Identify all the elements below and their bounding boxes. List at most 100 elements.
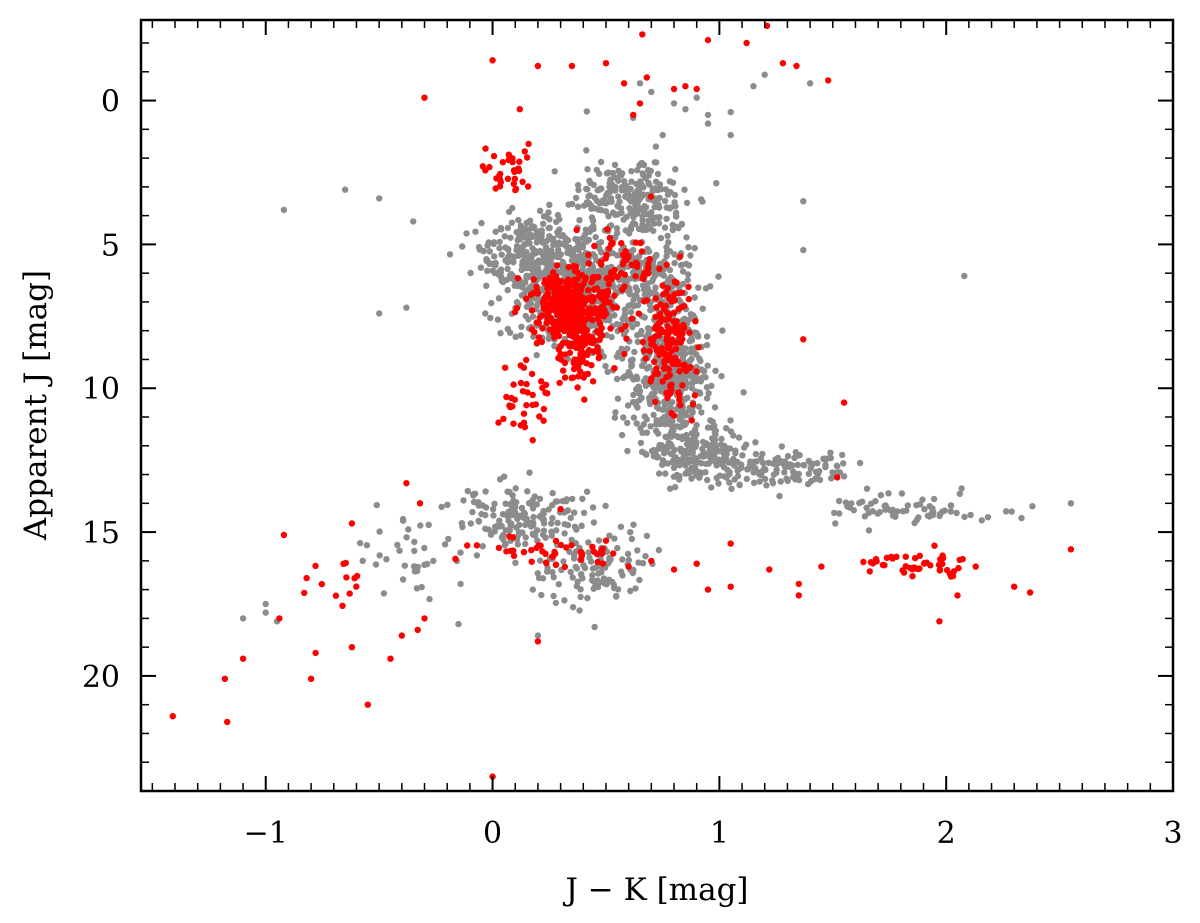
red-point [630, 111, 637, 119]
red-point [528, 558, 535, 565]
gray-point [604, 368, 611, 375]
red-point [512, 186, 519, 194]
red-point [599, 560, 607, 567]
red-point [927, 562, 934, 569]
gray-point [629, 356, 636, 363]
gray-point [892, 513, 899, 520]
gray-point [584, 594, 591, 602]
gray-point [928, 511, 935, 518]
gray-point [712, 367, 719, 374]
gray-point [671, 199, 678, 206]
gray-point [655, 546, 663, 554]
red-point [972, 563, 979, 570]
red-point [574, 384, 581, 391]
gray-point [680, 352, 687, 359]
gray-point [538, 227, 545, 234]
gray-point [633, 292, 640, 300]
gray-point [341, 186, 349, 193]
gray-point [661, 417, 669, 424]
gray-point [630, 219, 637, 227]
gray-point [618, 345, 625, 352]
gray-point [569, 574, 576, 581]
gray-point [568, 246, 576, 254]
gray-point [686, 357, 694, 364]
gray-point [731, 462, 738, 469]
gray-point [585, 236, 593, 244]
red-point [575, 282, 583, 290]
gray-point [376, 195, 383, 202]
gray-point [702, 285, 710, 292]
red-point [555, 326, 563, 333]
gray-point [611, 161, 619, 169]
gray-point [703, 395, 711, 402]
gray-point [594, 577, 601, 584]
red-point [598, 550, 606, 557]
red-point [583, 360, 590, 367]
gray-point [504, 265, 511, 273]
gray-point [628, 535, 636, 543]
gray-point [684, 276, 691, 284]
gray-point [483, 257, 490, 265]
gray-point [417, 522, 424, 529]
gray-point [525, 520, 532, 527]
gray-point [426, 595, 433, 603]
gray-point [478, 510, 485, 518]
red-point [599, 303, 606, 310]
red-point [665, 315, 672, 322]
red-point [552, 561, 560, 568]
red-point [800, 336, 807, 343]
red-point [621, 350, 628, 358]
gray-point [697, 196, 705, 203]
red-point [556, 379, 563, 387]
red-point [670, 566, 678, 573]
red-point [617, 269, 625, 277]
red-point [416, 500, 424, 507]
red-point [603, 292, 611, 299]
gray-point [580, 562, 587, 569]
red-point [340, 560, 347, 567]
gray-point [967, 511, 974, 519]
gray-point [548, 247, 555, 254]
gray-point [554, 519, 561, 526]
gray-point [806, 80, 814, 87]
gray-point [816, 467, 823, 475]
gray-point [611, 414, 619, 421]
red-point [578, 551, 586, 558]
gray-point [504, 325, 511, 333]
gray-point [691, 294, 698, 301]
gray-point [690, 373, 698, 381]
gray-point [634, 166, 641, 174]
gray-point [399, 576, 407, 583]
gray-point [655, 220, 663, 227]
gray-point [512, 485, 519, 492]
gray-point [496, 245, 503, 252]
red-point [727, 540, 734, 547]
red-point [779, 60, 787, 67]
red-point [869, 560, 877, 567]
gray-point [441, 541, 449, 548]
gray-point [561, 530, 568, 537]
x-axis-label: J − K [mag] [562, 872, 748, 908]
red-point [879, 561, 887, 569]
red-point [553, 283, 560, 291]
gray-point [639, 217, 646, 224]
gray-point [718, 372, 725, 380]
gray-point [504, 224, 512, 232]
gray-point [540, 527, 548, 534]
gray-point [678, 448, 685, 455]
gray-point [551, 168, 558, 175]
gray-point [730, 432, 737, 439]
gray-point [669, 399, 676, 406]
gray-point [492, 262, 499, 269]
gray-point [650, 411, 657, 419]
gray-point [692, 441, 699, 449]
red-point [642, 355, 649, 362]
gray-point [643, 532, 651, 540]
gray-point [684, 271, 692, 278]
red-point [603, 251, 610, 258]
gray-point [770, 471, 778, 478]
gray-point [567, 514, 574, 522]
red-point [950, 568, 958, 575]
y-tick-label: 10 [82, 372, 120, 407]
gray-point [517, 250, 524, 257]
